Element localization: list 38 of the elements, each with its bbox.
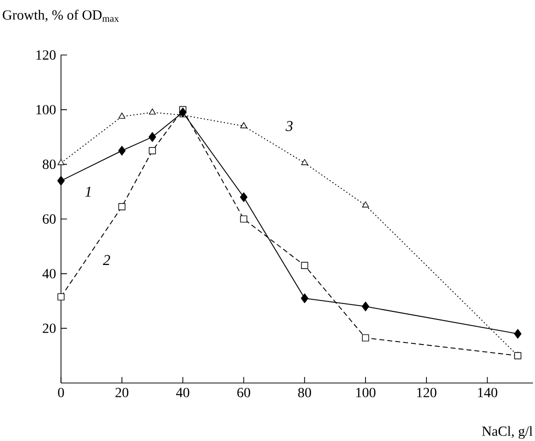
x-tick-label: 60	[237, 388, 250, 398]
point	[362, 334, 370, 342]
y-tick-label: 100	[36, 104, 56, 114]
x-axis-title: NaCl, g/l	[482, 426, 533, 439]
x-tick-label: 80	[298, 388, 312, 398]
point	[514, 328, 522, 339]
point	[301, 159, 308, 166]
x-tick-label: 40	[176, 388, 190, 398]
point	[362, 201, 369, 208]
point	[118, 112, 126, 119]
y-tick-label: 80	[42, 160, 56, 170]
x-tick-label: 20	[116, 388, 128, 398]
point	[148, 108, 156, 115]
point	[118, 146, 126, 156]
point	[148, 147, 156, 154]
series-label: 3	[286, 121, 293, 132]
point	[118, 203, 126, 210]
x-tick-label: 100	[356, 388, 376, 398]
y-tick-label: 20	[42, 324, 56, 334]
y-tick-label: 40	[42, 268, 56, 278]
x-tick-label: 0	[58, 388, 64, 398]
point	[300, 293, 308, 304]
point	[57, 176, 65, 186]
point	[301, 262, 308, 269]
y-axis-title: Growth, % of OD$_{max}$	[2, 10, 119, 22]
series-label: 1	[85, 186, 91, 197]
x-tick-label: 120	[417, 388, 436, 398]
point	[240, 122, 248, 128]
point	[240, 192, 248, 202]
y-tick-label: 60	[42, 214, 56, 224]
y-tick-label: 120	[36, 50, 56, 60]
point	[179, 108, 187, 118]
point	[362, 302, 370, 312]
x-tick-label: 140	[478, 388, 498, 398]
series-label: 2	[102, 255, 110, 265]
point	[148, 132, 156, 142]
point	[57, 293, 65, 300]
point	[240, 215, 248, 223]
